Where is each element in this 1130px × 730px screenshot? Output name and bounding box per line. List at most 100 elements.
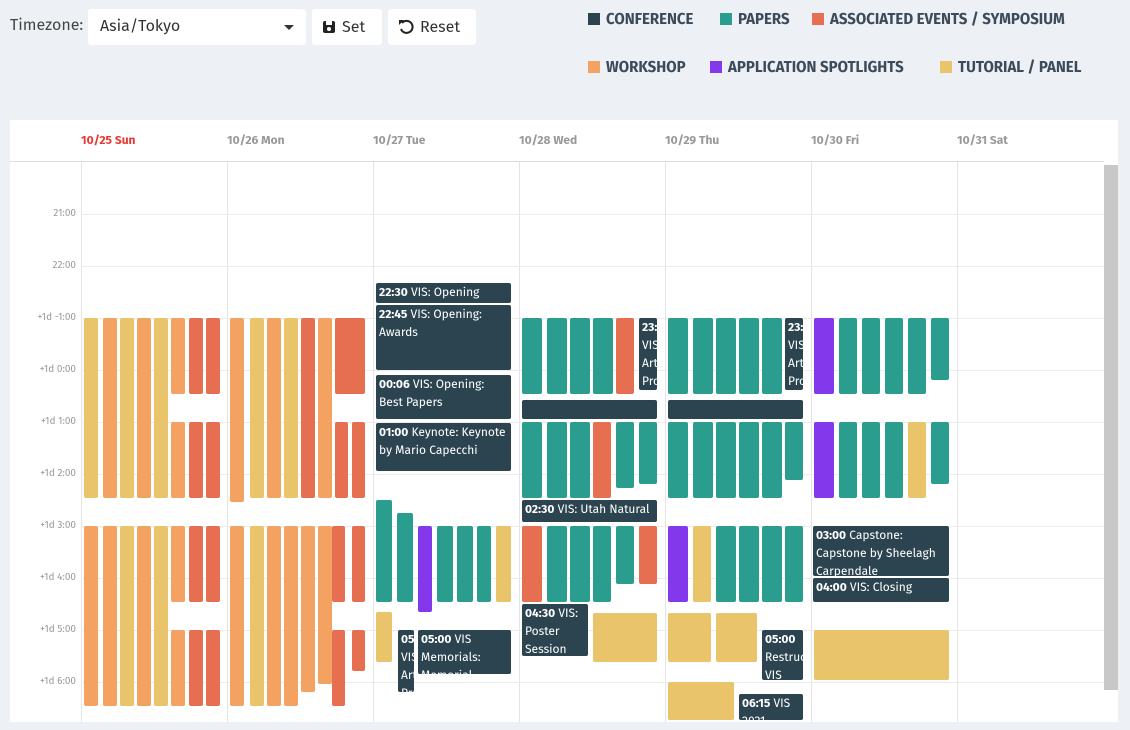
event-block[interactable] <box>570 422 590 498</box>
timezone-select[interactable]: Asia/Tokyo <box>88 9 306 45</box>
event[interactable]: 22:30 VIS: Opening <box>376 283 511 303</box>
event-block[interactable] <box>84 526 98 706</box>
event[interactable]: 00:06 VIS: Opening: Best Papers <box>376 375 511 419</box>
event-block[interactable] <box>318 526 332 684</box>
event[interactable]: 04:00 VIS: Closing <box>813 578 949 602</box>
event-block[interactable] <box>522 526 542 602</box>
event-block[interactable] <box>668 613 711 662</box>
event-block[interactable] <box>762 318 782 394</box>
event-block[interactable] <box>171 526 185 602</box>
event-block[interactable] <box>593 318 613 394</box>
event[interactable]: 22:45 VIS: Opening: Awards <box>376 305 511 370</box>
event-block[interactable] <box>477 526 491 602</box>
event-block[interactable] <box>716 526 736 602</box>
event-block[interactable] <box>522 400 657 419</box>
event-block[interactable] <box>352 526 365 602</box>
event-block[interactable] <box>267 318 281 498</box>
event-block[interactable] <box>103 318 117 498</box>
event-block[interactable] <box>616 526 634 584</box>
event-block[interactable] <box>814 422 834 498</box>
event-block[interactable] <box>931 422 949 484</box>
reset-button[interactable]: Reset <box>388 9 476 45</box>
set-button[interactable]: Set <box>312 9 382 45</box>
event-block[interactable] <box>862 422 880 498</box>
event-block[interactable] <box>332 630 345 706</box>
event-block[interactable] <box>301 526 315 692</box>
event-block[interactable] <box>189 630 203 706</box>
event[interactable]: 05:00 Restructuring VIS for the future <box>762 630 803 680</box>
event-block[interactable] <box>120 526 134 706</box>
event-block[interactable] <box>230 526 244 706</box>
event-block[interactable] <box>668 422 688 498</box>
event[interactable]: 03:00 Capstone: Capstone by Sheelagh Car… <box>813 526 949 576</box>
event-block[interactable] <box>250 318 264 498</box>
event-block[interactable] <box>862 318 880 394</box>
event-block[interactable] <box>171 422 185 498</box>
event-block[interactable] <box>230 318 244 502</box>
event[interactable]: 01:00 Keynote: Keynote by Mario Capecchi <box>376 423 511 471</box>
event-block[interactable] <box>693 422 713 498</box>
event-block[interactable] <box>931 318 949 380</box>
event-block[interactable] <box>908 422 926 498</box>
event-block[interactable] <box>437 526 453 602</box>
event-block[interactable] <box>639 422 657 484</box>
event-block[interactable] <box>762 422 782 498</box>
event-block[interactable] <box>814 630 949 680</box>
legend-item[interactable]: PAPERS <box>720 10 790 28</box>
event-block[interactable] <box>885 318 903 394</box>
legend-item[interactable]: TUTORIAL / PANEL <box>940 58 1081 76</box>
event-block[interactable] <box>693 318 713 394</box>
event-block[interactable] <box>397 513 413 602</box>
event-block[interactable] <box>693 526 711 602</box>
event-block[interactable] <box>189 526 203 602</box>
event-block[interactable] <box>267 526 281 706</box>
event-block[interactable] <box>762 526 782 602</box>
event-block[interactable] <box>668 318 688 394</box>
event-block[interactable] <box>785 422 803 480</box>
event-block[interactable] <box>908 318 926 394</box>
event-block[interactable] <box>154 318 168 498</box>
event-block[interactable] <box>418 526 432 612</box>
event-block[interactable] <box>457 526 473 602</box>
event-block[interactable] <box>206 318 220 394</box>
event-block[interactable] <box>785 526 803 602</box>
event-block[interactable] <box>668 400 803 419</box>
event-block[interactable] <box>332 526 345 602</box>
event-block[interactable] <box>376 612 392 662</box>
event[interactable]: 05:00 VIS Memorials: Memorial Session <box>418 630 511 674</box>
event-block[interactable] <box>137 526 151 706</box>
event-block[interactable] <box>570 526 590 602</box>
event-block[interactable] <box>716 422 736 498</box>
event-block[interactable] <box>839 422 857 498</box>
event-block[interactable] <box>522 318 542 394</box>
event-block[interactable] <box>171 630 185 706</box>
event-block[interactable] <box>352 630 365 671</box>
event[interactable]: 23:00 VIS Arts Program <box>639 318 657 390</box>
legend-item[interactable]: WORKSHOP <box>588 58 686 76</box>
legend-item[interactable]: APPLICATION SPOTLIGHTS <box>710 58 904 76</box>
event-block[interactable] <box>716 613 757 662</box>
event-block[interactable] <box>335 318 365 394</box>
event-block[interactable] <box>547 318 567 394</box>
event-block[interactable] <box>885 422 903 498</box>
event[interactable]: 04:30 VIS: Poster Session <box>522 604 588 656</box>
event-block[interactable] <box>593 613 657 662</box>
event-block[interactable] <box>616 318 634 394</box>
event-block[interactable] <box>171 318 185 394</box>
legend-item[interactable]: ASSOCIATED EVENTS / SYMPOSIUM <box>812 10 1065 28</box>
event-block[interactable] <box>593 422 611 498</box>
event-block[interactable] <box>839 318 857 394</box>
event-block[interactable] <box>189 422 203 498</box>
event-block[interactable] <box>616 422 634 488</box>
event-block[interactable] <box>206 526 220 602</box>
event-block[interactable] <box>496 526 511 602</box>
event-block[interactable] <box>189 318 203 394</box>
event-block[interactable] <box>570 318 590 394</box>
event-block[interactable] <box>668 526 688 602</box>
event-block[interactable] <box>84 318 98 498</box>
event-block[interactable] <box>284 526 298 706</box>
event-block[interactable] <box>547 422 567 498</box>
event-block[interactable] <box>739 422 759 498</box>
event-block[interactable] <box>250 526 264 706</box>
event-block[interactable] <box>547 526 567 602</box>
